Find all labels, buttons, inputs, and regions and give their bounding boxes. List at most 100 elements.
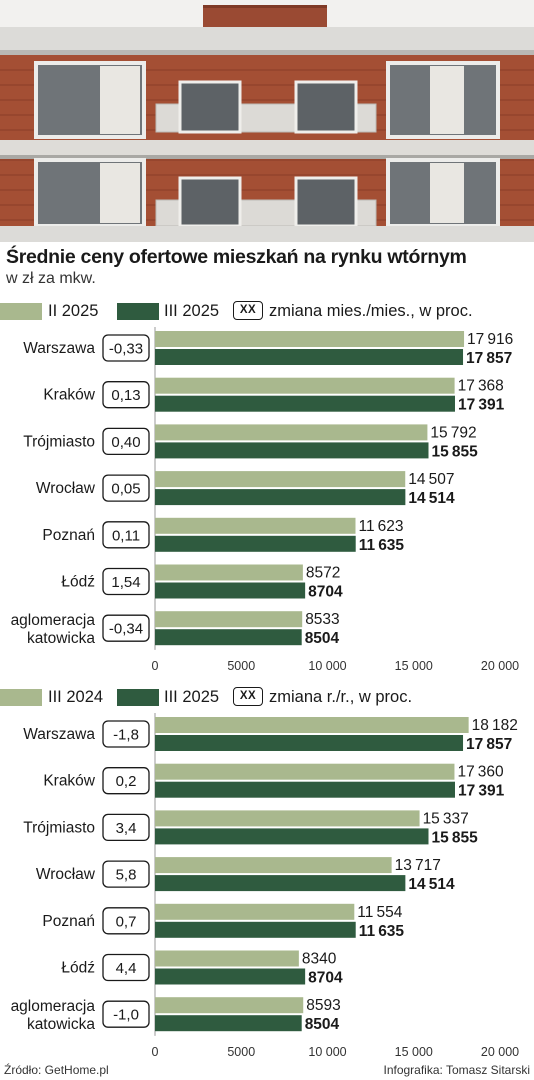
category-label: aglomeracja: [11, 612, 96, 629]
value-label-series-a: 8340: [302, 951, 337, 968]
value-label-series-a: 11 554: [357, 904, 402, 921]
change-value: 1,54: [111, 574, 140, 591]
change-value: 3,4: [116, 820, 137, 837]
bar-series-b: [155, 489, 406, 506]
bar-series-a: [155, 950, 299, 967]
chart-subtitle: w zł za mkw.: [6, 270, 96, 287]
value-label-series-a: 8593: [306, 997, 340, 1014]
value-label-series-b: 8704: [308, 584, 343, 601]
value-label-series-b: 17 391: [458, 783, 505, 800]
bar-series-a: [155, 611, 303, 628]
change-box: [102, 567, 150, 596]
source-note: Źródło: GetHome.pl: [4, 1063, 109, 1077]
value-label-series-a: 13 717: [395, 857, 441, 874]
change-box: [102, 614, 150, 642]
chart-title: Średnie ceny ofertowe mieszkań na rynku …: [6, 246, 467, 268]
change-value: 0,13: [111, 387, 140, 404]
value-label-series-b: 8704: [308, 970, 343, 987]
category-label: Poznań: [42, 527, 95, 544]
bar-series-a: [155, 997, 304, 1014]
credit-note: Infografika: Tomasz Sitarski: [383, 1063, 530, 1077]
change-box: [102, 474, 150, 502]
change-value: 0,2: [116, 773, 137, 790]
bar-series-a: [155, 564, 303, 581]
category-label: Łódź: [61, 960, 95, 977]
x-tick-label: 0: [152, 1045, 159, 1059]
change-value: -0,34: [109, 621, 143, 638]
value-label-series-b: 15 855: [431, 443, 478, 460]
change-box: [102, 720, 150, 748]
bar-series-a: [155, 717, 469, 733]
change-value: 0,40: [111, 434, 140, 451]
change-box: [102, 381, 150, 409]
x-tick-label: 15 000: [395, 659, 433, 673]
category-label: Trójmiasto: [23, 819, 95, 836]
value-label-series-a: 15 337: [423, 810, 469, 827]
change-box: [102, 1000, 150, 1028]
change-value: -0,33: [109, 341, 143, 358]
legend-swatch-dark: [117, 303, 159, 320]
change-value: 0,05: [111, 481, 140, 498]
value-label-series-a: 8572: [306, 565, 340, 582]
category-label: Kraków: [43, 387, 95, 404]
x-tick-label: 10 000: [308, 659, 346, 673]
bar-series-b: [155, 921, 356, 938]
change-box: [102, 953, 150, 982]
value-label-series-b: 17 857: [466, 736, 512, 753]
bar-series-a: [155, 517, 356, 534]
change-box: [102, 427, 150, 456]
category-label: Wrocław: [36, 480, 96, 497]
value-label-series-b: 11 635: [359, 923, 405, 940]
legend-label-series-b: III 2025: [164, 688, 220, 706]
x-tick-label: 20 000: [481, 659, 519, 673]
change-box: [102, 521, 150, 549]
value-label-series-a: 11 623: [358, 518, 403, 535]
category-label: Trójmiasto: [23, 433, 95, 450]
value-label-series-a: 17 368: [458, 378, 504, 395]
category-label: Warszawa: [23, 340, 95, 357]
value-label-series-b: 17 391: [458, 397, 505, 414]
x-tick-label: 15 000: [395, 1045, 433, 1059]
value-label-series-a: 18 182: [472, 717, 518, 734]
legend-label-series-b: III 2025: [164, 302, 220, 320]
category-label: katowicka: [27, 630, 95, 647]
bar-series-b: [155, 535, 356, 552]
category-label: Warszawa: [23, 726, 95, 743]
change-value: 5,8: [116, 867, 137, 884]
bar-series-a: [155, 857, 392, 874]
category-label: katowicka: [27, 1016, 95, 1033]
legend-swatch-dark: [117, 689, 159, 706]
value-label-series-a: 14 507: [408, 471, 454, 488]
legend-yearly: III 2024 III 2025 XX zmiana r./r., w pro…: [0, 686, 534, 710]
value-label-series-b: 17 857: [466, 350, 512, 367]
value-label-series-a: 8533: [305, 611, 339, 628]
change-box: [102, 907, 150, 935]
x-tick-label: 0: [152, 659, 159, 673]
change-box: [102, 334, 150, 362]
category-label: Kraków: [43, 773, 95, 790]
value-label-series-a: 17 916: [467, 331, 513, 348]
x-tick-label: 20 000: [481, 1045, 519, 1059]
change-value: 0,11: [112, 527, 140, 544]
change-box: [102, 767, 150, 795]
bar-series-a: [155, 471, 406, 488]
bar-series-b: [155, 1015, 302, 1032]
change-value: 4,4: [116, 960, 137, 977]
bar-series-b: [155, 442, 429, 459]
legend-change-box: XX: [233, 687, 263, 706]
legend-swatch-light: [0, 689, 42, 706]
bar-series-a: [155, 903, 355, 920]
legend-change-label: zmiana r./r., w proc.: [269, 688, 413, 706]
value-label-series-b: 11 635: [359, 537, 405, 554]
bar-series-b: [155, 629, 302, 646]
bar-series-a: [155, 763, 455, 780]
category-label: Łódź: [61, 574, 95, 591]
value-label-series-a: 17 360: [457, 764, 504, 781]
x-tick-label: 5000: [227, 659, 255, 673]
value-label-series-a: 15 792: [430, 424, 476, 441]
bar-chart-yearly: Warszawa -1,8 18 182 17 857 Kraków 0,2 17 360 1…: [11, 713, 519, 1059]
x-tick-label: 5000: [227, 1045, 255, 1059]
category-label: Poznań: [42, 913, 95, 930]
bar-series-a: [155, 810, 420, 827]
change-value: -1,0: [113, 1007, 139, 1024]
